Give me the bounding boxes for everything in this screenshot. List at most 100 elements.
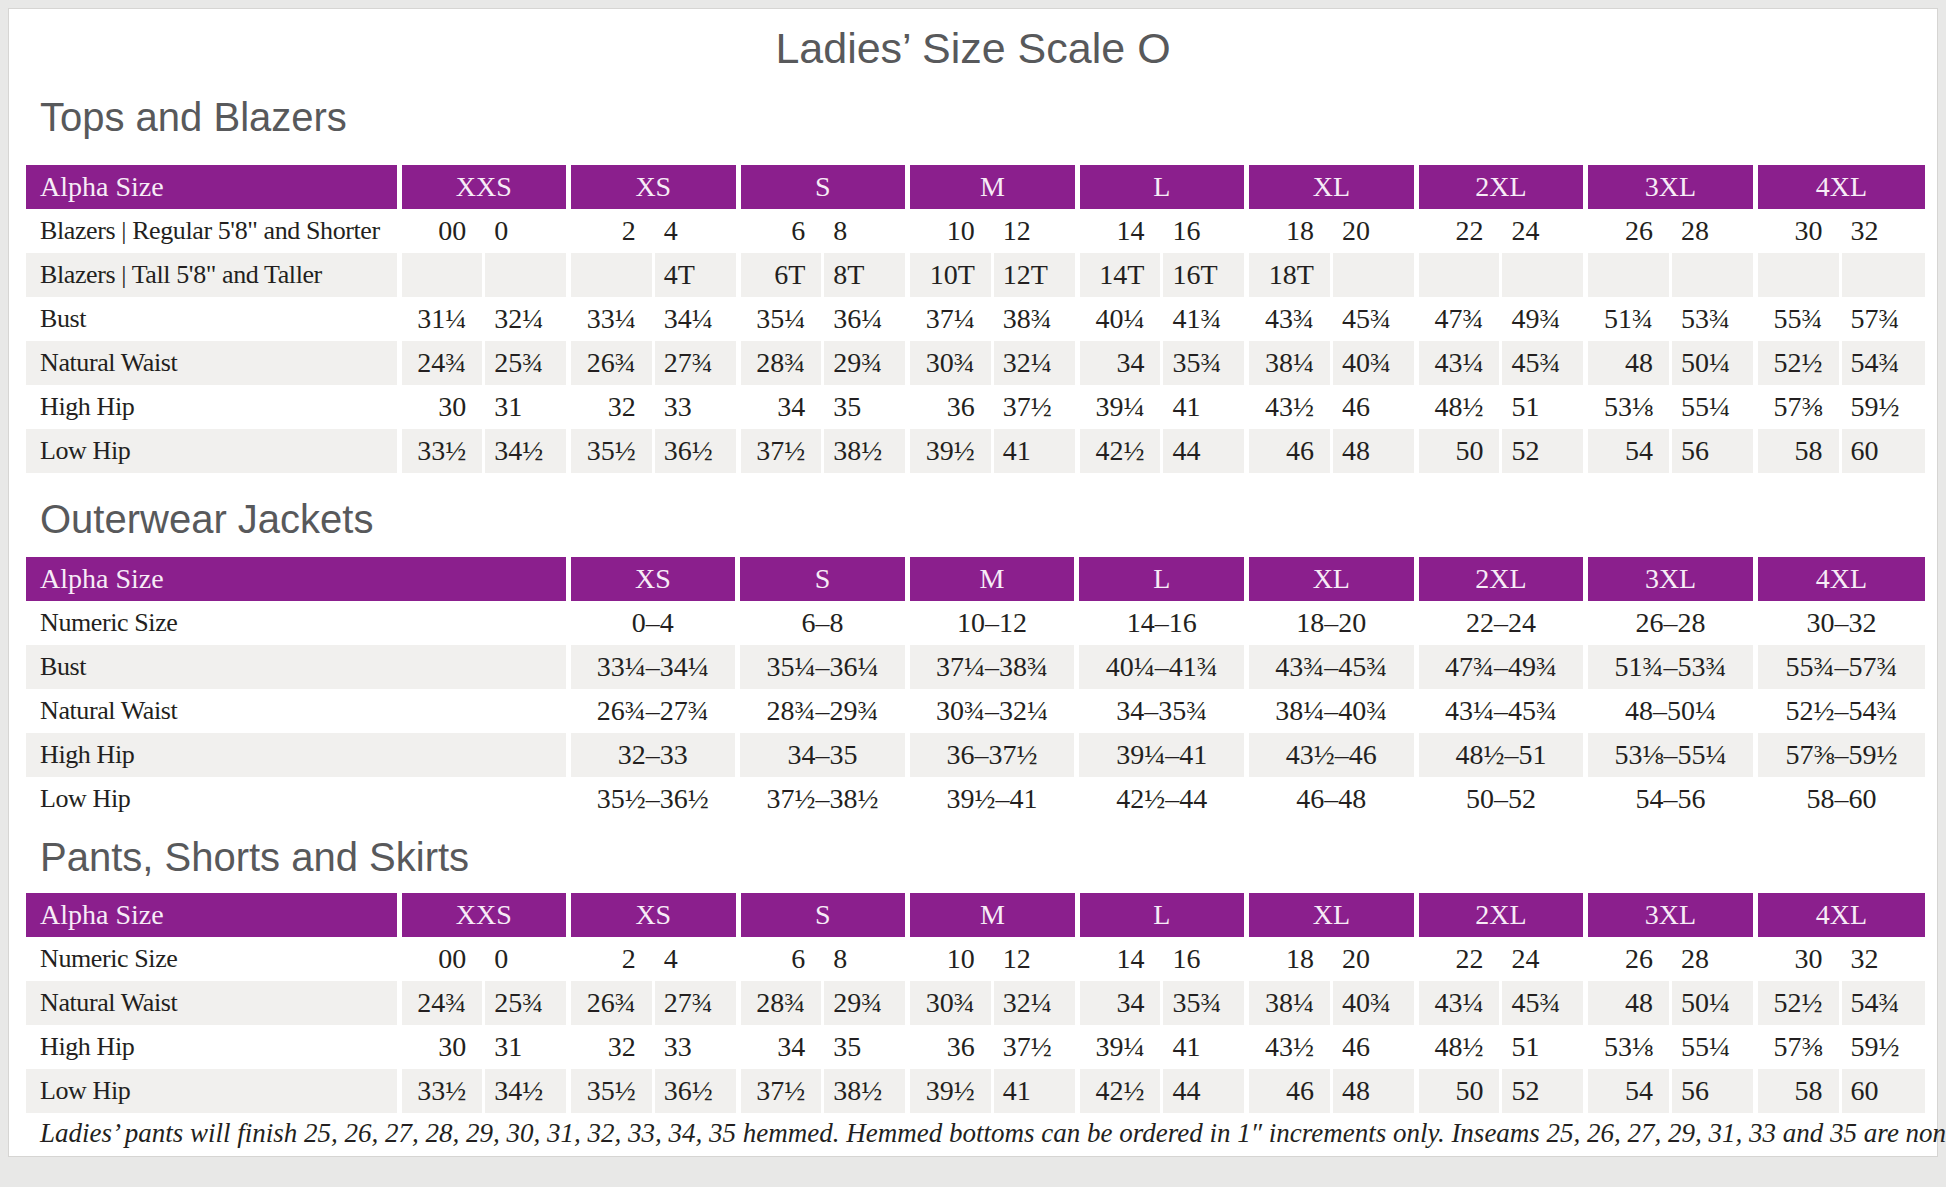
row-label: Low Hip xyxy=(26,1069,399,1113)
table-row: High Hip3031323334353637½39¼4143½4648½51… xyxy=(26,385,1925,429)
size-value-cell: 35¼–36¼ xyxy=(738,645,908,689)
table-row: Numeric Size0002468101214161820222426283… xyxy=(26,937,1925,981)
size-value-cell: 40¾ xyxy=(1331,981,1416,1025)
size-group-header: XS xyxy=(568,557,738,601)
size-value-cell: 6T xyxy=(738,253,823,297)
size-group-header: M xyxy=(908,893,1078,937)
size-value-cell: 35 xyxy=(823,1025,908,1069)
size-group-header: 4XL xyxy=(1755,165,1925,209)
size-value-cell: 26–28 xyxy=(1586,601,1756,645)
row-label: Low Hip xyxy=(26,429,399,473)
size-value-cell: 39¼ xyxy=(1077,1025,1162,1069)
size-group-header: M xyxy=(907,557,1077,601)
size-value-cell xyxy=(1501,253,1586,297)
size-value-cell: 46 xyxy=(1247,429,1332,473)
size-value-cell: 52½ xyxy=(1755,341,1840,385)
size-value-cell: 43½ xyxy=(1247,1025,1332,1069)
size-value-cell: 37½ xyxy=(992,385,1077,429)
size-value-cell: 0–4 xyxy=(568,601,738,645)
pants-shorts-skirts-table: Alpha SizeXXSXSSMLXL2XL3XL4XLNumeric Siz… xyxy=(26,893,1925,1113)
table-row: Low Hip35½–36½37½–38½39½–4142½–4446–4850… xyxy=(26,777,1925,821)
size-value-cell: 18 xyxy=(1247,209,1332,253)
size-value-cell: 10 xyxy=(908,937,993,981)
size-value-cell: 0 xyxy=(484,937,569,981)
size-value-cell: 45¾ xyxy=(1501,341,1586,385)
size-group-header: 3XL xyxy=(1586,557,1756,601)
size-value-cell: 26¾ xyxy=(569,981,654,1025)
size-value-cell: 30¾ xyxy=(908,981,993,1025)
size-value-cell: 34–35¾ xyxy=(1077,689,1247,733)
size-value-cell: 49¾ xyxy=(1501,297,1586,341)
size-value-cell: 33 xyxy=(653,1025,738,1069)
size-value-cell: 33¼ xyxy=(569,297,654,341)
size-value-cell: 43¼–45¾ xyxy=(1416,689,1586,733)
size-value-cell: 53⅛ xyxy=(1586,385,1671,429)
size-value-cell: 28 xyxy=(1670,937,1755,981)
size-value-cell: 29¾ xyxy=(823,981,908,1025)
size-table: Alpha SizeXXSXSSMLXL2XL3XL4XLBlazers | R… xyxy=(26,165,1925,473)
size-value-cell: 16 xyxy=(1162,937,1247,981)
size-value-cell xyxy=(569,253,654,297)
size-value-cell: 54¾ xyxy=(1840,981,1925,1025)
size-value-cell: 34½ xyxy=(484,1069,569,1113)
size-value-cell: 31¼ xyxy=(399,297,484,341)
size-value-cell: 39½–41 xyxy=(907,777,1077,821)
size-value-cell: 33 xyxy=(653,385,738,429)
size-value-cell: 59½ xyxy=(1840,1025,1925,1069)
size-value-cell: 48 xyxy=(1586,341,1671,385)
size-value-cell: 18 xyxy=(1247,937,1332,981)
size-value-cell: 48 xyxy=(1586,981,1671,1025)
size-value-cell: 46 xyxy=(1331,385,1416,429)
tops-and-blazers-table: Alpha SizeXXSXSSMLXL2XL3XL4XLBlazers | R… xyxy=(26,165,1925,473)
size-value-cell: 57⅜ xyxy=(1755,1025,1840,1069)
size-value-cell: 52½–54¾ xyxy=(1755,689,1925,733)
size-value-cell: 18–20 xyxy=(1247,601,1417,645)
size-value-cell: 28 xyxy=(1670,209,1755,253)
size-value-cell: 0 xyxy=(484,209,569,253)
size-group-header: S xyxy=(738,893,908,937)
size-value-cell: 41 xyxy=(992,429,1077,473)
size-value-cell: 22 xyxy=(1416,937,1501,981)
size-value-cell: 22–24 xyxy=(1416,601,1586,645)
header-row: Alpha SizeXXSXSSMLXL2XL3XL4XL xyxy=(26,165,1925,209)
size-group-header: M xyxy=(908,165,1078,209)
size-group-header: 4XL xyxy=(1755,557,1925,601)
header-row: Alpha SizeXSSMLXL2XL3XL4XL xyxy=(26,557,1925,601)
size-value-cell xyxy=(1840,253,1925,297)
size-value-cell: 26¾ xyxy=(569,341,654,385)
size-value-cell: 12T xyxy=(992,253,1077,297)
size-value-cell: 43½–46 xyxy=(1247,733,1417,777)
row-label: Natural Waist xyxy=(26,689,568,733)
size-value-cell: 27¾ xyxy=(653,981,738,1025)
size-value-cell: 16T xyxy=(1162,253,1247,297)
size-value-cell: 37½ xyxy=(738,1069,823,1113)
size-group-header: XL xyxy=(1247,893,1417,937)
size-value-cell: 46 xyxy=(1331,1025,1416,1069)
size-value-cell: 26 xyxy=(1586,209,1671,253)
size-value-cell: 50 xyxy=(1416,1069,1501,1113)
size-value-cell: 58–60 xyxy=(1755,777,1925,821)
size-value-cell: 55¾–57¾ xyxy=(1755,645,1925,689)
size-value-cell: 8 xyxy=(823,209,908,253)
size-value-cell: 6–8 xyxy=(738,601,908,645)
size-value-cell: 35¾ xyxy=(1162,341,1247,385)
size-value-cell: 32¼ xyxy=(484,297,569,341)
size-value-cell: 29¾ xyxy=(823,341,908,385)
size-group-header: L xyxy=(1077,557,1247,601)
size-value-cell: 38¾ xyxy=(992,297,1077,341)
size-value-cell: 50–52 xyxy=(1416,777,1586,821)
size-value-cell: 32 xyxy=(1840,937,1925,981)
section-heading-tops-and-blazers: Tops and Blazers xyxy=(40,96,347,138)
size-value-cell: 31 xyxy=(484,385,569,429)
size-value-cell: 32–33 xyxy=(568,733,738,777)
size-value-cell: 57¾ xyxy=(1840,297,1925,341)
size-group-header: 2XL xyxy=(1416,893,1586,937)
size-value-cell: 35 xyxy=(823,385,908,429)
size-value-cell: 26 xyxy=(1586,937,1671,981)
size-value-cell: 36 xyxy=(908,1025,993,1069)
size-value-cell xyxy=(1331,253,1416,297)
table-row: Natural Waist26¾–27¾28¾–29¾30¾–32¼34–35¾… xyxy=(26,689,1925,733)
size-value-cell xyxy=(1670,253,1755,297)
size-value-cell: 50 xyxy=(1416,429,1501,473)
size-value-cell: 54 xyxy=(1586,429,1671,473)
